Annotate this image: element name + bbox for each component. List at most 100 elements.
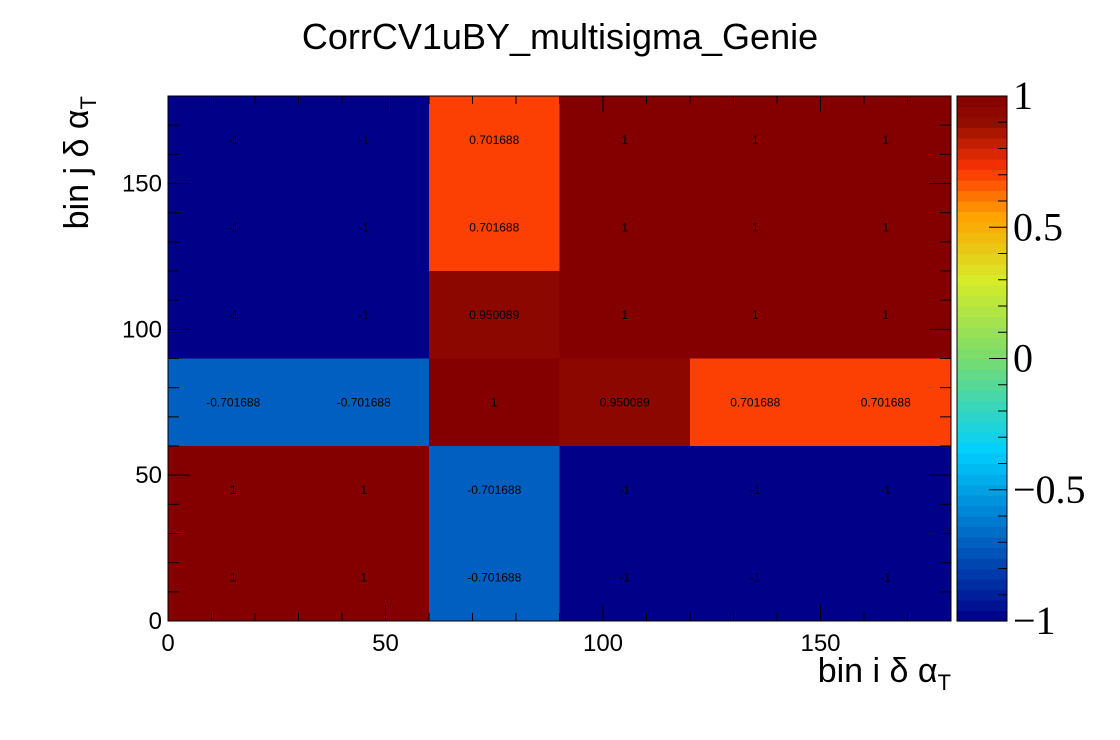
heatmap-cell <box>559 358 690 446</box>
heatmap-cell <box>690 271 821 359</box>
colorbar-segment <box>957 201 1007 213</box>
colorbar-segment <box>957 295 1007 307</box>
colorbar-segment <box>957 537 1007 549</box>
heatmap-cell <box>168 446 299 534</box>
colorbar-segment <box>957 337 1007 349</box>
heatmap-cell <box>559 533 690 621</box>
cell-value-label: 0.950089 <box>469 308 519 322</box>
x-tick-label: 100 <box>583 630 623 657</box>
colorbar-segment <box>957 453 1007 465</box>
colorbar-segment <box>957 138 1007 150</box>
colorbar-segment <box>957 327 1007 339</box>
heatmap-cell <box>298 358 429 446</box>
colorbar-segment <box>957 558 1007 570</box>
cell-value-label: -1 <box>619 483 630 497</box>
y-tick-label: 150 <box>122 171 162 198</box>
heatmap-cell <box>298 446 429 534</box>
colorbar-tick-label: −0.5 <box>1013 467 1086 512</box>
heatmap-cell <box>168 533 299 621</box>
chart-title: CorrCV1uBY_multisigma_Genie <box>248 8 872 66</box>
heatmap-cell <box>559 446 690 534</box>
cell-value-label: -1 <box>358 308 369 322</box>
cell-value-label: -1 <box>619 570 630 584</box>
heatmap-cell <box>298 96 429 184</box>
heatmap-cell <box>429 358 560 446</box>
cell-value-label: 1 <box>752 308 759 322</box>
heatmap-cell <box>298 271 429 359</box>
heatmap-cell <box>690 358 821 446</box>
cell-value-label: -0.701688 <box>467 570 521 584</box>
cell-value-label: -1 <box>228 220 239 234</box>
heatmap-cell <box>559 271 690 359</box>
colorbar-segment <box>957 495 1007 507</box>
colorbar-segment <box>957 610 1007 622</box>
cell-value-label: 1 <box>882 308 889 322</box>
cell-value-label: -1 <box>358 220 369 234</box>
cell-value-label: 1 <box>882 133 889 147</box>
colorbar-segment <box>957 253 1007 265</box>
heatmap-cell <box>820 446 951 534</box>
heatmap-cell <box>429 533 560 621</box>
cell-value-label: 1 <box>621 308 628 322</box>
colorbar-segment <box>957 579 1007 591</box>
cell-value-label: 1 <box>621 133 628 147</box>
colorbar-segment <box>957 159 1007 171</box>
colorbar-segment <box>957 568 1007 580</box>
colorbar-segment <box>957 285 1007 297</box>
colorbar-segment <box>957 117 1007 129</box>
y-tick-label: 0 <box>149 608 162 635</box>
heatmap-cell <box>690 533 821 621</box>
x-axis-title: bin i δ αT <box>818 652 951 695</box>
colorbar-segment <box>957 526 1007 538</box>
colorbar-segment <box>957 589 1007 601</box>
heatmap-cell <box>559 96 690 184</box>
heatmap-cell <box>168 358 299 446</box>
heatmap-cell <box>690 446 821 534</box>
cell-value-label: -1 <box>358 133 369 147</box>
heatmap-cell <box>429 183 560 271</box>
colorbar-segment <box>957 316 1007 328</box>
cell-value-label: 1 <box>621 220 628 234</box>
heatmap-cell <box>298 183 429 271</box>
cell-value-label: -1 <box>228 133 239 147</box>
colorbar-segment <box>957 379 1007 391</box>
cell-value-label: 0.701688 <box>861 395 911 409</box>
cell-value-label: 1 <box>882 220 889 234</box>
heatmap-cell <box>559 183 690 271</box>
colorbar-segment <box>957 264 1007 276</box>
colorbar-segment <box>957 484 1007 496</box>
x-tick-label: 0 <box>161 630 174 657</box>
y-tick-label: 50 <box>135 462 162 489</box>
heatmap-cell <box>690 183 821 271</box>
cell-value-label: 1 <box>360 570 367 584</box>
colorbar-segment <box>957 127 1007 139</box>
heatmap-cell <box>820 358 951 446</box>
colorbar-segment <box>957 211 1007 223</box>
cell-value-label: 0.701688 <box>730 395 780 409</box>
colorbar-segment <box>957 222 1007 234</box>
colorbar-segment <box>957 390 1007 402</box>
colorbar-segment <box>957 169 1007 181</box>
cell-value-label: 1 <box>752 133 759 147</box>
colorbar-segment <box>957 96 1007 108</box>
cell-value-label: 1 <box>752 220 759 234</box>
colorbar-tick-label: 0.5 <box>1013 204 1063 249</box>
heatmap-cell <box>820 96 951 184</box>
y-tick-label: 100 <box>122 316 162 343</box>
heatmap-cell <box>429 96 560 184</box>
colorbar-segment <box>957 106 1007 118</box>
colorbar-segment <box>957 400 1007 412</box>
heatmap-cell <box>168 271 299 359</box>
cell-value-label: -0.701688 <box>467 483 521 497</box>
colorbar-segment <box>957 474 1007 486</box>
x-tick-label: 50 <box>372 630 399 657</box>
colorbar-segment <box>957 190 1007 202</box>
heatmap-cell <box>690 96 821 184</box>
cell-value-label: 0.701688 <box>469 133 519 147</box>
cell-value-label: 1 <box>230 483 237 497</box>
colorbar-segment <box>957 505 1007 517</box>
cell-value-label: -0.701688 <box>206 395 260 409</box>
colorbar-segment <box>957 421 1007 433</box>
